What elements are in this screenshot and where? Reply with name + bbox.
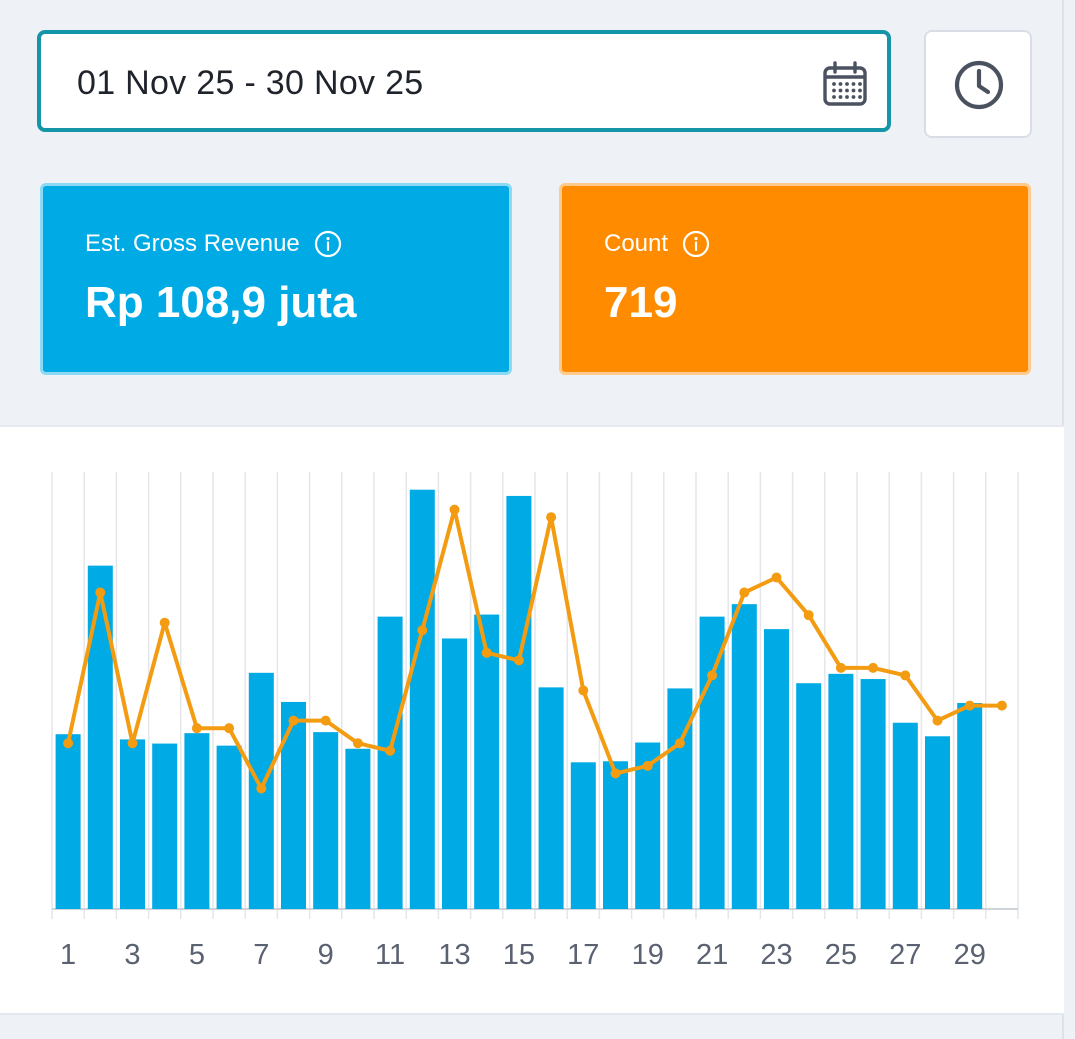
bar-day-10[interactable] xyxy=(345,748,371,909)
revenue-value: Rp 108,9 juta xyxy=(85,278,357,327)
bar-day-11[interactable] xyxy=(377,616,403,909)
x-tick-label: 17 xyxy=(567,939,599,971)
line-series xyxy=(66,507,1004,791)
line-point-day-28[interactable] xyxy=(932,715,943,726)
bar-day-27[interactable] xyxy=(892,722,918,909)
x-tick-label: 21 xyxy=(696,939,728,971)
line-point-day-19[interactable] xyxy=(642,760,653,771)
line-point-day-5[interactable] xyxy=(191,723,202,734)
x-tick-label: 15 xyxy=(503,939,535,971)
bar-day-12[interactable] xyxy=(409,489,435,909)
x-tick-label: 29 xyxy=(954,939,986,971)
info-icon[interactable] xyxy=(314,230,342,258)
bar-day-17[interactable] xyxy=(570,762,596,909)
x-tick-label: 5 xyxy=(189,939,205,971)
line-point-day-4[interactable] xyxy=(159,617,170,628)
bar-day-24[interactable] xyxy=(796,683,822,909)
line-point-day-21[interactable] xyxy=(707,670,718,681)
revenue-card[interactable]: Est. Gross Revenue Rp 108,9 juta xyxy=(40,183,512,375)
bar-day-29[interactable] xyxy=(957,702,983,909)
line-point-day-16[interactable] xyxy=(546,512,557,523)
count-card[interactable]: Count 719 xyxy=(559,183,1031,375)
line-point-day-30[interactable] xyxy=(996,700,1007,711)
date-range-value: 01 Nov 25 - 30 Nov 25 xyxy=(77,64,424,102)
line-point-day-11[interactable] xyxy=(385,745,396,756)
line-point-day-2[interactable] xyxy=(95,587,106,598)
line-point-day-6[interactable] xyxy=(224,723,235,734)
x-axis-ticks: 1 3 5 7 9 11 13 15 17 19 21 23 25 27 29 xyxy=(60,939,986,971)
bar-day-18[interactable] xyxy=(603,761,628,909)
line-point-day-24[interactable] xyxy=(803,610,814,621)
bar-day-25[interactable] xyxy=(828,673,854,909)
daily-chart: 1 3 5 7 9 11 13 15 17 19 21 23 25 27 29 xyxy=(51,472,1019,971)
x-tick-label: 19 xyxy=(632,939,664,971)
count-value: 719 xyxy=(604,278,678,327)
line-point-day-7[interactable] xyxy=(256,783,267,794)
line-point-day-22[interactable] xyxy=(739,587,750,598)
line-point-day-26[interactable] xyxy=(868,662,879,673)
bar-day-8[interactable] xyxy=(281,701,306,909)
line-point-day-8[interactable] xyxy=(288,715,299,726)
line-point-day-12[interactable] xyxy=(417,625,428,636)
x-tick-label: 3 xyxy=(124,939,140,971)
count-label-row: Count xyxy=(604,230,710,258)
bar-day-3[interactable] xyxy=(120,739,145,909)
bar-day-22[interactable] xyxy=(731,604,757,909)
bar-day-21[interactable] xyxy=(699,616,725,909)
line-point-day-25[interactable] xyxy=(835,662,846,673)
line-point-day-17[interactable] xyxy=(578,685,589,696)
bar-day-4[interactable] xyxy=(152,743,178,909)
x-tick-label: 7 xyxy=(253,939,269,971)
x-tick-label: 27 xyxy=(889,939,921,971)
line-point-day-20[interactable] xyxy=(674,738,685,749)
bar-day-5[interactable] xyxy=(184,733,210,909)
bar-day-15[interactable] xyxy=(506,495,532,909)
line-point-day-13[interactable] xyxy=(449,504,460,515)
bar-series xyxy=(55,489,983,909)
x-tick-label: 1 xyxy=(60,939,76,971)
line-point-day-23[interactable] xyxy=(771,572,782,583)
bar-day-2[interactable] xyxy=(87,565,113,909)
revenue-label-row: Est. Gross Revenue xyxy=(85,230,342,258)
line-point-day-10[interactable] xyxy=(352,738,363,749)
calendar-icon[interactable] xyxy=(821,61,869,109)
line-point-day-27[interactable] xyxy=(900,670,911,681)
grid-lines xyxy=(51,472,1019,919)
x-tick-label: 13 xyxy=(438,939,470,971)
bar-day-28[interactable] xyxy=(925,736,950,909)
bar-day-9[interactable] xyxy=(313,732,339,909)
bar-day-1[interactable] xyxy=(55,734,81,909)
line-points xyxy=(63,504,1007,794)
bar-day-23[interactable] xyxy=(764,629,789,909)
revenue-label: Est. Gross Revenue xyxy=(85,230,300,257)
bar-day-6[interactable] xyxy=(216,745,242,909)
bar-day-26[interactable] xyxy=(860,679,886,909)
x-tick-label: 25 xyxy=(825,939,857,971)
line-point-day-14[interactable] xyxy=(481,647,492,658)
bar-day-14[interactable] xyxy=(474,614,500,909)
x-tick-label: 23 xyxy=(760,939,792,971)
line-point-day-3[interactable] xyxy=(127,738,138,749)
line-point-day-18[interactable] xyxy=(610,768,621,779)
bar-day-13[interactable] xyxy=(442,638,467,909)
chart-panel: 1 3 5 7 9 11 13 15 17 19 21 23 25 27 29 xyxy=(0,425,1064,1015)
line-point-day-29[interactable] xyxy=(964,700,975,711)
x-tick-label: 11 xyxy=(375,939,405,971)
line-point-day-1[interactable] xyxy=(63,738,74,749)
info-icon[interactable] xyxy=(682,230,710,258)
count-label: Count xyxy=(604,230,669,257)
x-tick-label: 9 xyxy=(318,939,334,971)
date-range-input[interactable]: 01 Nov 25 - 30 Nov 25 xyxy=(37,30,891,132)
time-filter-button[interactable] xyxy=(924,30,1032,138)
clock-icon xyxy=(954,60,1004,110)
line-point-day-15[interactable] xyxy=(513,655,524,666)
line-point-day-9[interactable] xyxy=(320,715,331,726)
bar-day-16[interactable] xyxy=(538,687,564,909)
